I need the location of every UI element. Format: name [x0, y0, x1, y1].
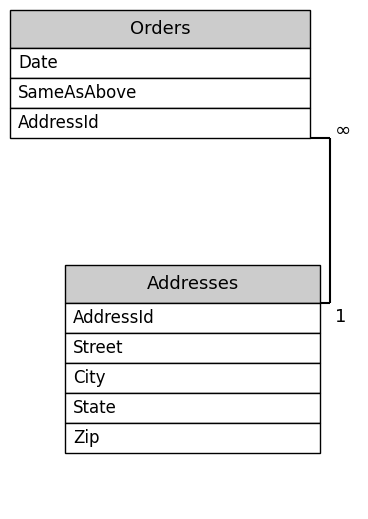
- Text: Street: Street: [73, 339, 124, 357]
- Bar: [10, 48, 310, 78]
- Bar: [65, 393, 320, 423]
- Text: ∞: ∞: [335, 120, 351, 140]
- Text: SameAsAbove: SameAsAbove: [18, 84, 137, 102]
- Text: Zip: Zip: [73, 429, 99, 447]
- Bar: [65, 303, 320, 333]
- Bar: [10, 78, 310, 108]
- Bar: [10, 10, 310, 48]
- Bar: [10, 108, 310, 138]
- Text: State: State: [73, 399, 117, 417]
- Text: City: City: [73, 369, 106, 387]
- Text: Orders: Orders: [130, 20, 190, 38]
- Bar: [65, 363, 320, 393]
- Text: Addresses: Addresses: [146, 275, 238, 293]
- Text: 1: 1: [335, 308, 346, 326]
- Text: Date: Date: [18, 54, 58, 72]
- Bar: [65, 423, 320, 453]
- Text: AddressId: AddressId: [18, 114, 100, 132]
- Text: AddressId: AddressId: [73, 309, 155, 327]
- Bar: [65, 265, 320, 303]
- Bar: [65, 333, 320, 363]
